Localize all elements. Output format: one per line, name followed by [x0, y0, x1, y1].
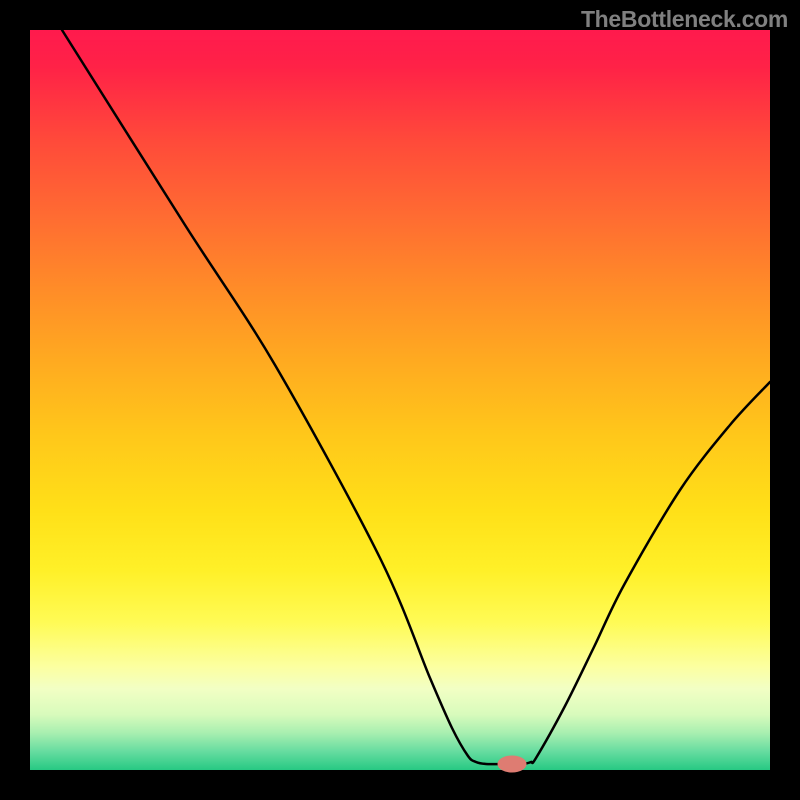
bottleneck-chart: TheBottleneck.com	[0, 0, 800, 800]
watermark-label: TheBottleneck.com	[581, 6, 788, 33]
chart-svg	[0, 0, 800, 800]
optimal-marker	[498, 756, 526, 772]
plot-area	[30, 30, 770, 770]
